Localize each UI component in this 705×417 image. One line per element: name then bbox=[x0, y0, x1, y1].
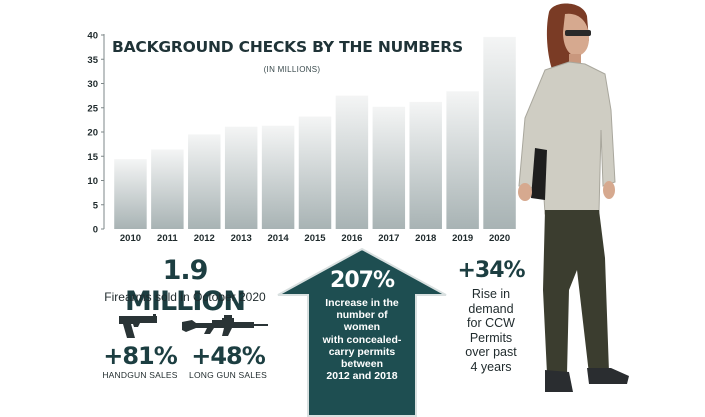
y-tick-label: 15 bbox=[87, 152, 98, 163]
handgun-sales-caption: HANDGUN SALES bbox=[102, 370, 178, 380]
y-tick-label: 40 bbox=[87, 31, 98, 42]
longgun-sales-caption: LONG GUN SALES bbox=[189, 370, 267, 380]
x-tick-label: 2012 bbox=[194, 233, 215, 244]
y-tick-label: 20 bbox=[87, 128, 98, 139]
y-tick-label: 30 bbox=[87, 79, 98, 90]
bar-2014 bbox=[261, 125, 295, 229]
x-tick-label: 2015 bbox=[304, 233, 326, 244]
firearms-sold-caption: Firearms sold in October 2020 bbox=[104, 290, 266, 304]
y-tick-label: 35 bbox=[87, 55, 98, 66]
bar-2019 bbox=[446, 91, 479, 229]
x-tick-label: 2010 bbox=[120, 233, 141, 244]
x-tick-label: 2019 bbox=[452, 233, 473, 244]
handgun-sales-pct: +81% bbox=[103, 342, 178, 370]
bar-2010 bbox=[114, 159, 147, 229]
x-tick-label: 2013 bbox=[231, 233, 252, 244]
handgun-icon bbox=[119, 314, 157, 338]
woman-photo bbox=[518, 3, 629, 392]
bar-2018 bbox=[409, 101, 442, 229]
x-tick-label: 2011 bbox=[157, 233, 178, 244]
up-arrow-graphic bbox=[277, 247, 447, 417]
women-permits-text: Increase in the number of women with con… bbox=[322, 297, 402, 383]
bar-2012 bbox=[188, 134, 221, 229]
bar-2020 bbox=[483, 36, 516, 229]
y-tick-label: 25 bbox=[87, 103, 98, 114]
bar-2013 bbox=[224, 126, 258, 229]
y-axis: 0 5 10 15 20 25 30 35 40 bbox=[87, 31, 104, 236]
y-tick-label: 5 bbox=[93, 200, 99, 211]
x-tick-label: 2018 bbox=[415, 233, 436, 244]
x-tick-label: 2016 bbox=[341, 233, 362, 244]
longgun-sales-pct: +48% bbox=[191, 342, 266, 370]
chart-subtitle: (IN MILLIONS) bbox=[263, 65, 321, 74]
y-tick-label: 0 bbox=[93, 225, 98, 236]
bar-2015 bbox=[298, 116, 332, 229]
rifle-icon bbox=[182, 315, 268, 336]
chart-title: BACKGROUND CHECKS BY THE NUMBERS bbox=[112, 38, 463, 56]
women-permits-pct: 207% bbox=[330, 268, 395, 293]
x-axis: 2010 2011 2012 2013 2014 2015 2016 2017 2018 2019… bbox=[120, 233, 510, 244]
y-tick-label: 10 bbox=[87, 176, 98, 187]
firearms-sold-value: 1.9 MILLION bbox=[125, 255, 246, 317]
bar-2011 bbox=[151, 149, 184, 229]
bars-layer bbox=[114, 36, 516, 229]
bar-2017 bbox=[372, 106, 406, 229]
ccw-demand-pct: +34% bbox=[457, 258, 525, 283]
x-tick-label: 2020 bbox=[489, 233, 510, 244]
ccw-demand-text: Rise in demand for CCW Permits over past… bbox=[465, 287, 517, 374]
bar-2016 bbox=[335, 95, 369, 229]
x-tick-label: 2017 bbox=[378, 233, 399, 244]
x-tick-label: 2014 bbox=[268, 233, 290, 244]
